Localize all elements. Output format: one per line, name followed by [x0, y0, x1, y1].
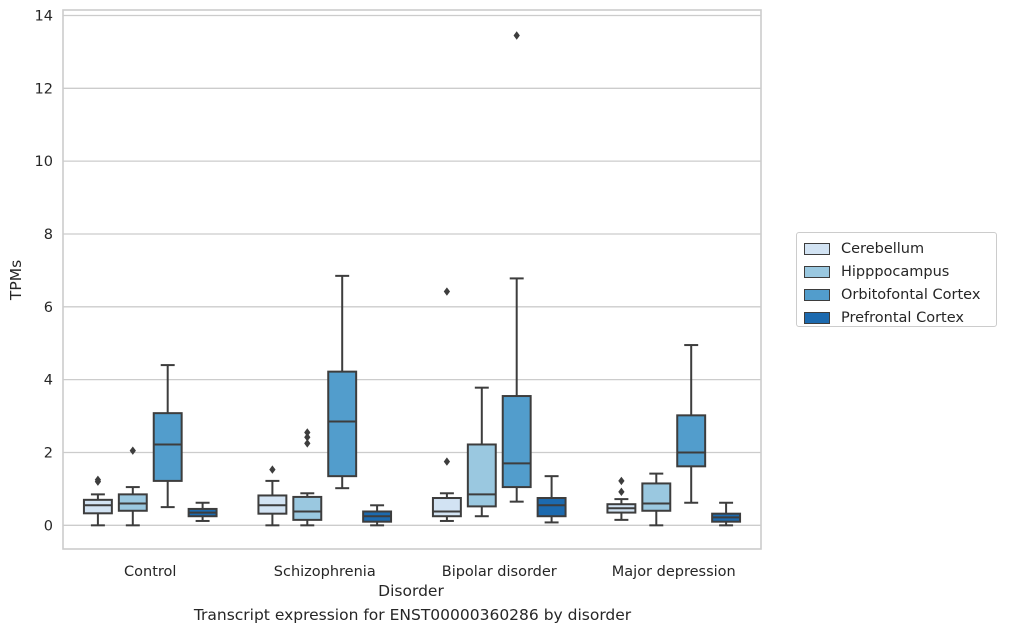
box-iqr	[641, 482, 672, 512]
box-iqr	[501, 395, 532, 489]
box-orbitofontal-cortex-control	[152, 364, 183, 509]
outlier-point	[443, 287, 451, 296]
box-prefrontal-cortex-schizophrenia	[362, 504, 393, 527]
box-orbitofontal-cortex-bipolar-disorder	[501, 31, 532, 503]
legend-label: Hipppocampus	[841, 263, 950, 280]
box-cerebellum-bipolar-disorder	[431, 287, 462, 522]
outlier-point	[269, 465, 276, 474]
box-iqr	[327, 370, 358, 478]
outlier-point	[304, 432, 311, 442]
outlier-point	[129, 446, 136, 455]
box-cerebellum-schizophrenia	[257, 465, 288, 527]
box-iqr	[82, 498, 113, 515]
box-iqr	[292, 495, 323, 521]
box-iqr	[676, 414, 707, 468]
legend-label: Cerebellum	[841, 240, 925, 257]
y-tick-label: 0	[44, 518, 53, 534]
outlier-point	[304, 439, 311, 448]
y-tick-label: 10	[35, 154, 53, 170]
box-orbitofontal-cortex-major-depression	[676, 344, 707, 504]
box-prefrontal-cortex-bipolar-disorder	[536, 475, 567, 524]
x-axis-label: Disorder	[378, 582, 444, 600]
legend-swatch	[804, 311, 830, 324]
legend-swatch	[804, 242, 830, 255]
outlier-point	[94, 475, 102, 485]
box-orbitofontal-cortex-schizophrenia	[327, 274, 358, 490]
box-hipppocampus-schizophrenia	[292, 428, 323, 527]
box-plot-boxes	[82, 31, 742, 527]
outlier-point	[443, 457, 451, 466]
box-iqr	[431, 497, 462, 518]
box-cerebellum-major-depression	[606, 476, 637, 521]
y-tick-label: 2	[44, 445, 53, 461]
box-hipppocampus-control	[117, 446, 148, 527]
outlier-point	[618, 476, 625, 486]
outlier-point	[513, 31, 520, 40]
legend-swatch	[804, 265, 830, 278]
y-tick-labels: 0 2 4 6 8 10 12 14	[35, 8, 53, 534]
legend-label: Prefrontal Cortex	[841, 309, 964, 326]
legend-item: Cerebellum	[804, 237, 996, 260]
box-iqr	[152, 412, 183, 482]
figure-caption: Transcript expression for ENST0000036028…	[193, 606, 632, 624]
legend-item: Prefrontal Cortex	[804, 306, 996, 329]
box-prefrontal-cortex-control	[187, 501, 218, 522]
box-hipppocampus-bipolar-disorder	[466, 386, 497, 518]
box-cerebellum-control	[82, 475, 113, 527]
y-tick-label: 8	[44, 227, 53, 243]
box-prefrontal-cortex-major-depression	[711, 501, 742, 527]
box-iqr	[536, 497, 567, 518]
x-tick-label: Schizophrenia	[274, 564, 376, 580]
y-tick-label: 6	[44, 300, 53, 316]
plot-area-frame	[62, 9, 762, 550]
outlier-point	[618, 487, 625, 497]
y-tick-label: 14	[35, 8, 53, 24]
box-hipppocampus-major-depression	[641, 472, 672, 527]
x-tick-label: Control	[124, 564, 176, 580]
legend-label: Orbitofontal Cortex	[841, 286, 981, 303]
y-tick-label: 12	[35, 81, 53, 97]
legend-item: Orbitofontal Cortex	[804, 283, 996, 306]
outlier-point	[304, 428, 311, 437]
box-iqr	[466, 443, 497, 508]
chart-legend: Cerebellum Hipppocampus Orbitofontal Corte…	[796, 232, 997, 327]
y-axis-label: TPMs	[7, 260, 25, 301]
y-tick-label: 4	[44, 373, 53, 389]
legend-swatch	[804, 288, 830, 301]
x-tick-labels: Control Schizophrenia Bipolar disorder Majo…	[124, 564, 736, 580]
x-tick-label: Major depression	[612, 564, 736, 580]
legend-item: Hipppocampus	[804, 260, 996, 283]
x-tick-label: Bipolar disorder	[442, 564, 557, 580]
